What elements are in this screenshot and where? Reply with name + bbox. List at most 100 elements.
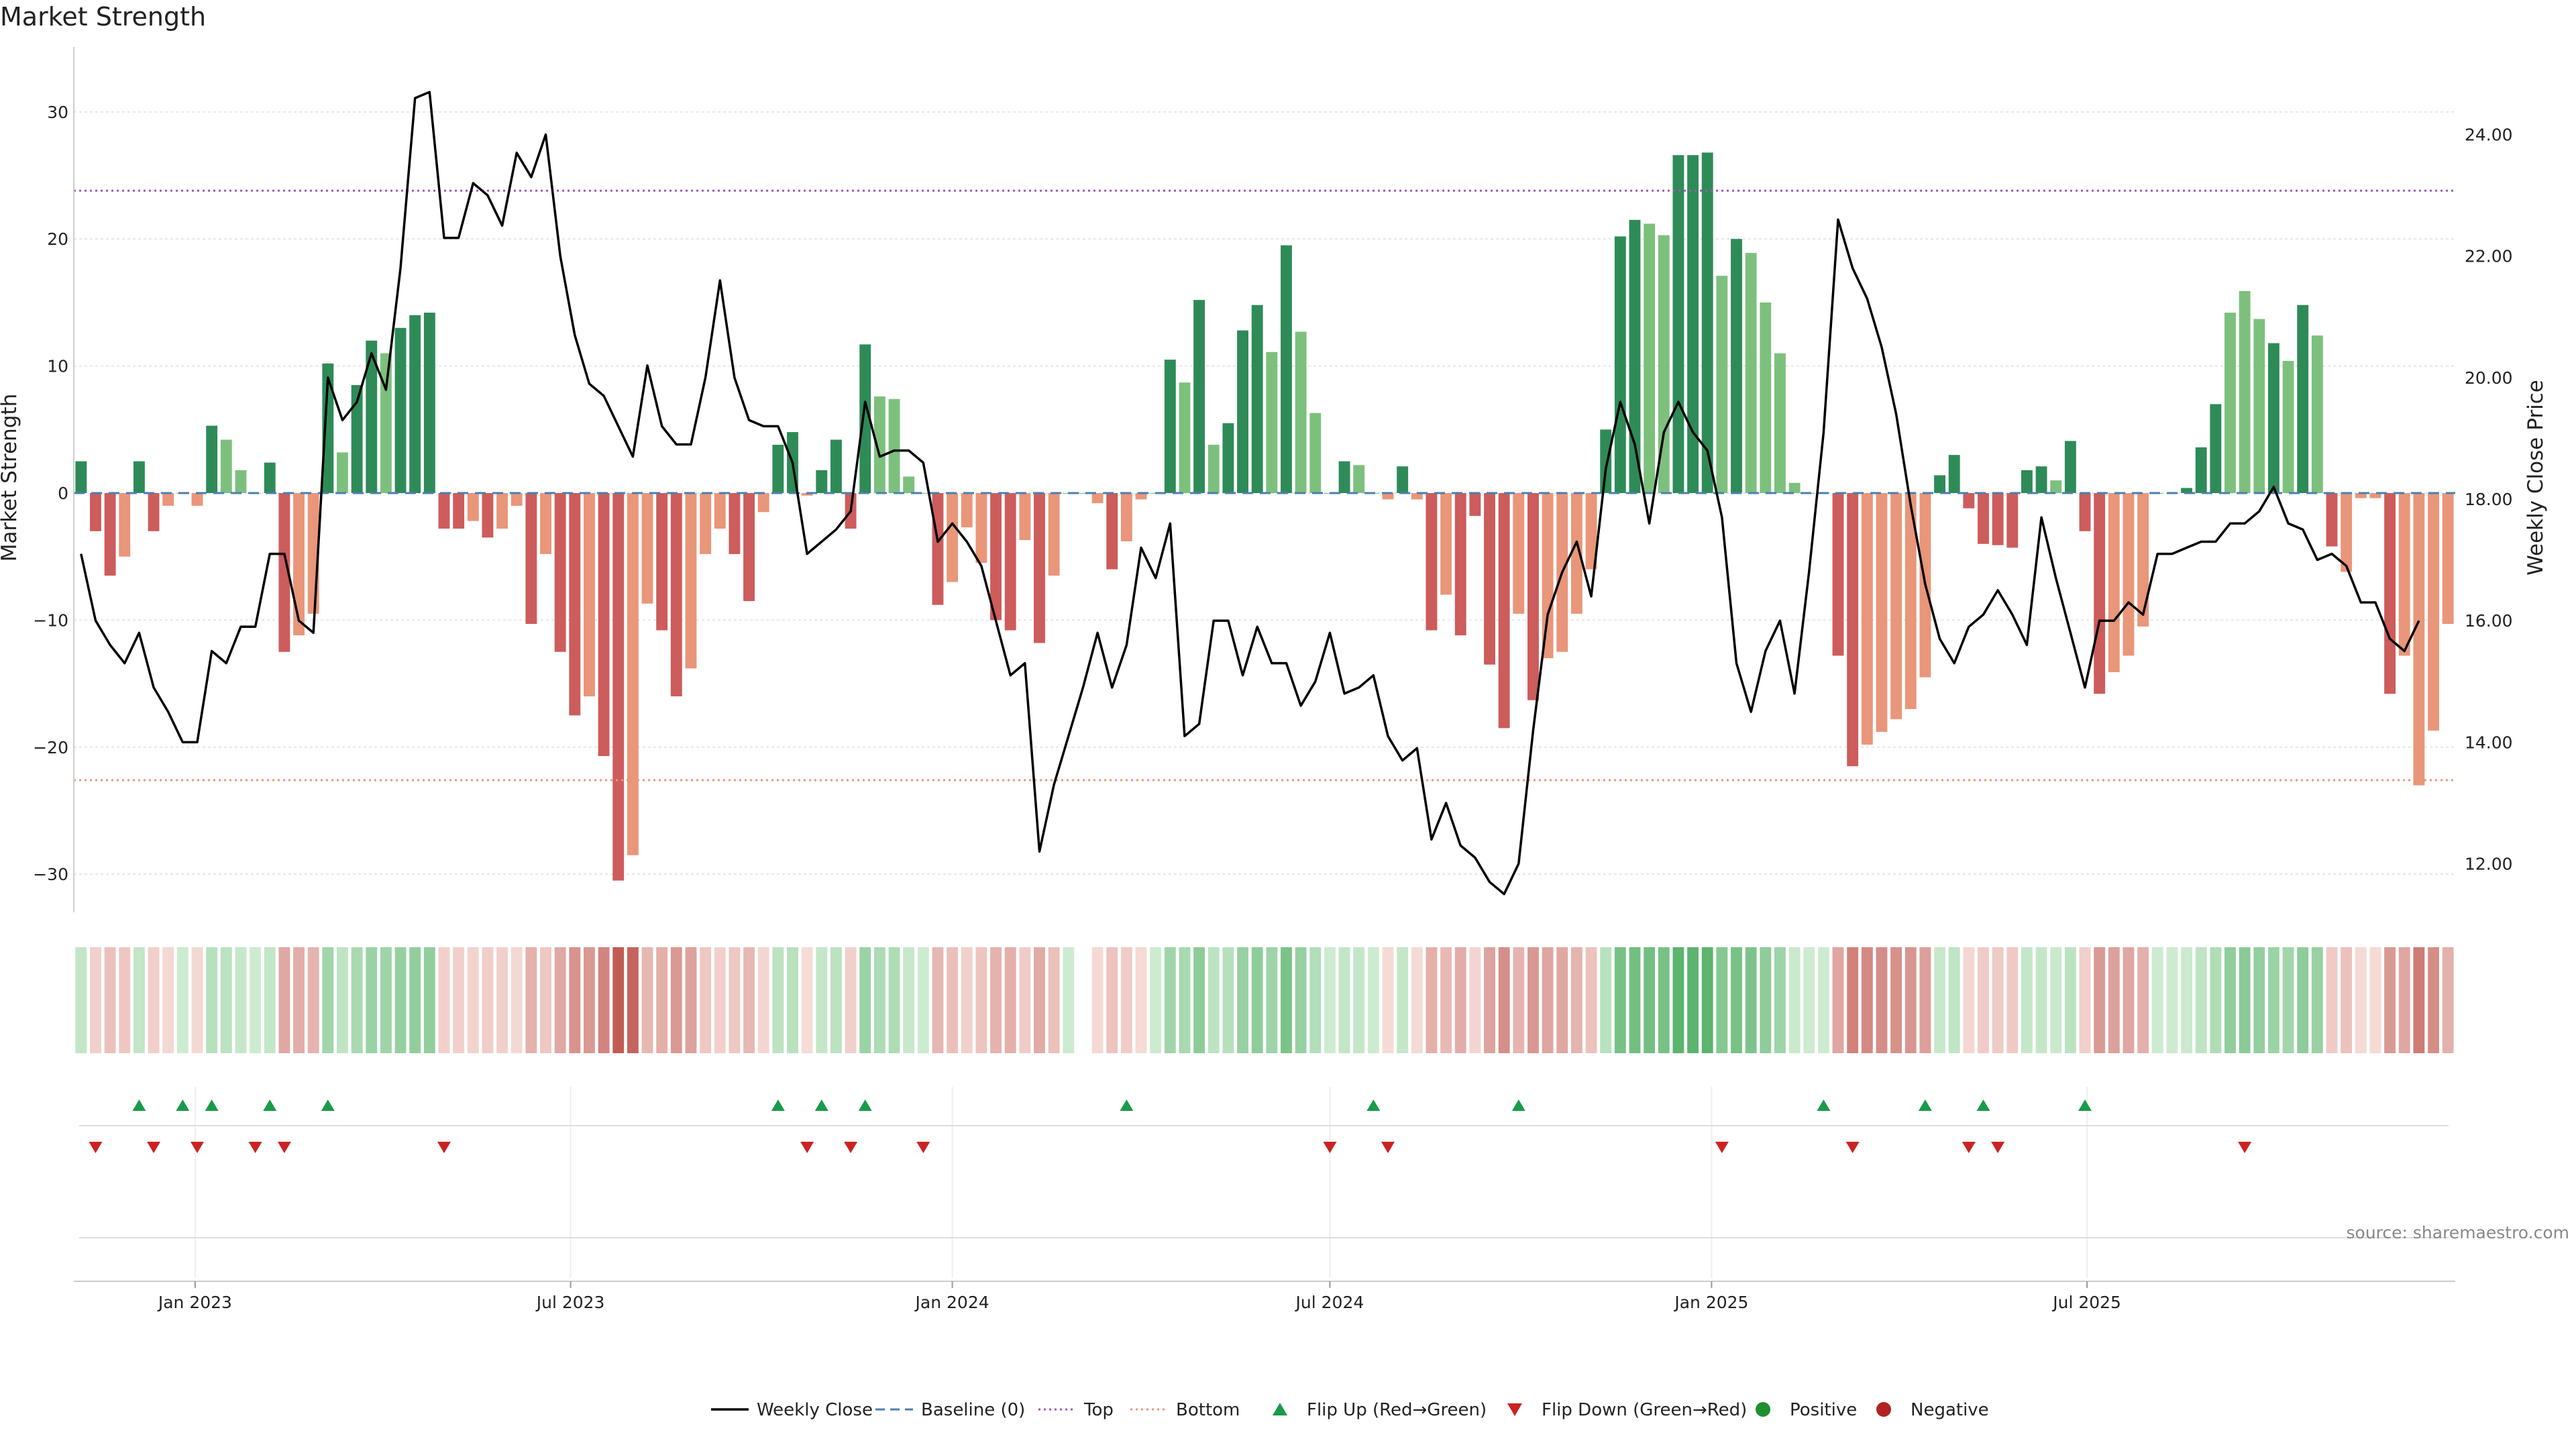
strength-bar — [1266, 352, 1278, 493]
heatmap-cell — [496, 947, 508, 1053]
heatmap-cell — [467, 947, 479, 1053]
heatmap-cell — [525, 947, 537, 1053]
strength-bar — [2442, 493, 2454, 625]
heatmap-cell — [2181, 947, 2192, 1053]
strength-bar — [380, 353, 392, 493]
strength-bar — [75, 461, 87, 493]
heatmap-cell — [2079, 947, 2091, 1053]
heatmap-cell — [2239, 947, 2251, 1053]
flip-down-marker — [248, 1142, 262, 1153]
heatmap-cell — [2326, 947, 2338, 1053]
heatmap-cell — [119, 947, 131, 1053]
flip-down-marker — [89, 1142, 103, 1153]
heatmap-cell — [1745, 947, 1757, 1053]
heatmap-cell — [1629, 947, 1641, 1053]
strength-bar — [2297, 305, 2309, 493]
strength-bar — [1179, 382, 1191, 493]
heatmap-cell — [1644, 947, 1656, 1053]
strength-bar — [162, 493, 174, 506]
heatmap-cell — [903, 947, 915, 1053]
strength-bar — [801, 493, 813, 496]
heatmap-cell — [380, 947, 392, 1053]
flip-up-marker — [1817, 1099, 1831, 1111]
heatmap-cell — [235, 947, 247, 1053]
strength-bar — [612, 493, 625, 881]
heatmap-cell — [612, 947, 625, 1053]
chart-title: Market Strength — [0, 2, 206, 32]
heatmap-cell — [438, 947, 450, 1053]
heatmap-cell — [1411, 947, 1423, 1053]
strength-bar — [2428, 493, 2439, 731]
heatmap-cell — [1687, 947, 1699, 1053]
left-tick-label: 20 — [47, 229, 68, 249]
strength-bar — [133, 461, 145, 493]
heatmap-cell — [1208, 947, 1220, 1053]
legend-label: Bottom — [1176, 1400, 1240, 1420]
heatmap-cell — [729, 947, 741, 1053]
strength-bar — [2253, 319, 2265, 493]
flip-up-marker — [1511, 1099, 1525, 1111]
strength-bar — [2282, 361, 2294, 493]
strength-bar — [1701, 152, 1713, 493]
strength-bar — [1570, 493, 1582, 614]
heatmap-cell — [1324, 947, 1336, 1053]
heatmap-cell — [90, 947, 101, 1053]
strength-bar — [394, 327, 407, 493]
strength-bar — [1672, 155, 1684, 493]
heatmap-cell — [176, 947, 189, 1053]
strength-bar — [1629, 219, 1641, 493]
heatmap-cell — [743, 947, 755, 1053]
strength-bar — [1034, 493, 1045, 643]
left-tick-label: −20 — [33, 738, 68, 757]
strength-bar — [2195, 447, 2207, 493]
strength-bar — [2035, 466, 2047, 493]
left-tick-label: 0 — [58, 484, 68, 503]
legend-label: Top — [1083, 1400, 1114, 1420]
strength-bar — [1091, 493, 1104, 504]
strength-bar — [1048, 493, 1060, 576]
flip-up-marker — [1120, 1099, 1134, 1111]
strength-bar — [627, 493, 639, 855]
left-tick-label: −30 — [33, 865, 68, 884]
strength-bar — [1397, 466, 1409, 493]
heatmap-cell — [1600, 947, 1612, 1053]
heatmap-cell — [2413, 947, 2425, 1053]
strength-bar — [975, 493, 987, 564]
heatmap-cell — [2035, 947, 2047, 1053]
strength-bar — [1004, 493, 1016, 631]
strength-bar — [1832, 493, 1844, 656]
strength-bar — [772, 445, 784, 493]
right-tick-label: 24.00 — [2465, 125, 2513, 145]
heatmap-cell — [1760, 947, 1772, 1053]
heatmap-cell — [307, 947, 319, 1053]
strength-bar — [2311, 335, 2323, 493]
strength-bar — [438, 493, 450, 529]
heatmap-cell — [1295, 947, 1307, 1053]
strength-bar — [322, 363, 334, 493]
strength-bar — [104, 493, 116, 576]
heatmap-cell — [2224, 947, 2236, 1053]
heatmap-cell — [1353, 947, 1365, 1053]
right-tick-label: 14.00 — [2465, 733, 2513, 752]
heatmap-cell — [1004, 947, 1016, 1053]
heatmap-cell — [1919, 947, 1931, 1053]
strength-bar — [2079, 493, 2091, 531]
strength-bar — [1237, 330, 1248, 493]
heatmap-cell — [584, 947, 595, 1053]
legend-label: Flip Up (Red→Green) — [1307, 1400, 1487, 1420]
strength-bar — [2050, 480, 2062, 493]
strength-bar — [1890, 493, 1902, 720]
strength-bar — [1338, 461, 1350, 493]
heatmap-cell — [220, 947, 232, 1053]
heatmap-cell — [1731, 947, 1742, 1053]
heatmap-cell — [627, 947, 639, 1053]
strength-bar — [830, 439, 842, 493]
flip-down-marker — [1715, 1142, 1729, 1153]
strength-bar — [1077, 493, 1089, 494]
strength-bar — [656, 493, 668, 631]
heatmap-cell — [1281, 947, 1292, 1053]
heatmap-cell — [1861, 947, 1873, 1053]
heatmap-cell — [2267, 947, 2279, 1053]
heatmap-cell — [250, 947, 262, 1053]
